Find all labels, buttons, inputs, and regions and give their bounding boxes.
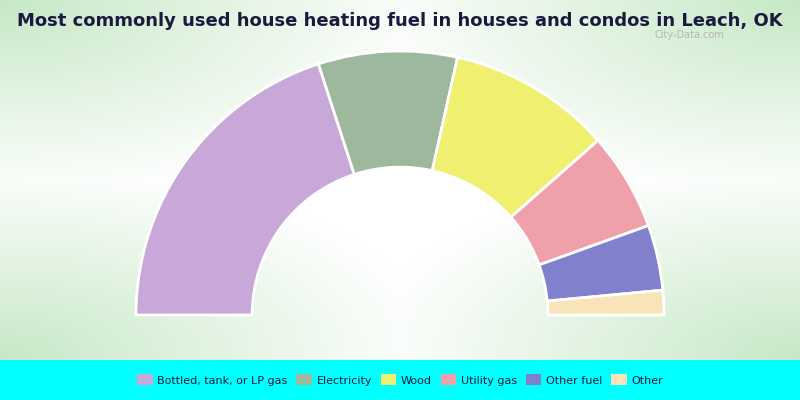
Wedge shape bbox=[318, 51, 458, 174]
Wedge shape bbox=[539, 226, 663, 301]
Wedge shape bbox=[547, 290, 664, 315]
Text: City-Data.com: City-Data.com bbox=[654, 30, 724, 40]
Text: Most commonly used house heating fuel in houses and condos in Leach, OK: Most commonly used house heating fuel in… bbox=[17, 12, 783, 30]
Wedge shape bbox=[432, 57, 598, 217]
Legend: Bottled, tank, or LP gas, Electricity, Wood, Utility gas, Other fuel, Other: Bottled, tank, or LP gas, Electricity, W… bbox=[133, 370, 667, 390]
Wedge shape bbox=[136, 64, 354, 315]
Wedge shape bbox=[511, 140, 648, 265]
